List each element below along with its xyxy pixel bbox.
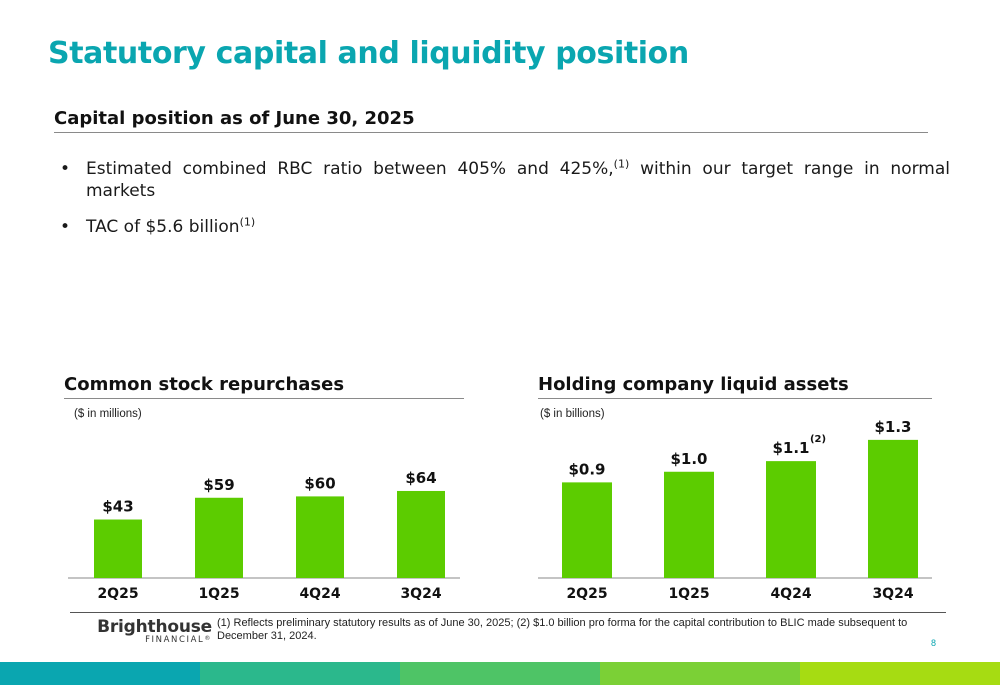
chart-title: Common stock repurchases: [64, 374, 464, 399]
bullet-text-after: within our target range in normal market…: [86, 159, 950, 201]
strip-segment: [0, 662, 200, 685]
bullet-text: Estimated combined RBC ratio between 405…: [86, 159, 614, 179]
bullet-item-rbc: • Estimated combined RBC ratio between 4…: [60, 158, 950, 202]
footnote: (1) Reflects preliminary statutory resul…: [217, 617, 908, 642]
bullet-text: TAC of $5.6 billion: [86, 217, 240, 237]
bar-value-label: $1.3: [874, 418, 911, 436]
category-label: 1Q25: [668, 586, 709, 602]
brighthouse-logo: Brighthouse FINANCIAL®: [82, 617, 212, 645]
bullet-marker: •: [60, 217, 71, 237]
bar-1q25: [664, 471, 714, 578]
section-heading-text: Capital position as of June 30, 2025: [54, 108, 415, 129]
category-label: 2Q25: [97, 586, 138, 602]
bullet-item-tac: • TAC of $5.6 billion(1): [60, 216, 950, 238]
category-label: 2Q25: [566, 586, 607, 602]
page-number: 8: [931, 638, 937, 648]
footer-divider: [70, 612, 946, 613]
bar-4q24: [296, 496, 344, 578]
logo-sub-text: FINANCIAL: [145, 635, 205, 645]
page-title: Statutory capital and liquidity position: [48, 36, 689, 71]
bar-2q25: [562, 482, 612, 578]
bar-value-label: $43: [102, 498, 133, 516]
bullet-marker: •: [60, 159, 71, 179]
category-label: 3Q24: [400, 586, 441, 602]
section-heading: Capital position as of June 30, 2025: [54, 108, 928, 133]
bar-chart-svg: $0.9 2Q25 $1.0 1Q25 $1.1 (2) 4Q24 $1.3 3Q24: [538, 418, 932, 602]
strip-segment: [400, 662, 600, 685]
chart-unit-note: ($ in billions): [540, 408, 605, 420]
bar-footnote-ref: (2): [810, 434, 826, 445]
category-label: 4Q24: [770, 586, 811, 602]
bar-value-label: $59: [203, 476, 234, 494]
chart-liquid-assets: Holding company liquid assets ($ in bill…: [538, 374, 932, 604]
bar-1q25: [195, 497, 243, 578]
bar-3q24: [868, 439, 918, 578]
footnote-ref: (1): [239, 215, 256, 229]
bar-value-label: $60: [304, 474, 335, 492]
chart-stock-repurchases: Common stock repurchases ($ in millions)…: [64, 374, 464, 604]
strip-segment: [600, 662, 800, 685]
strip-segment: [200, 662, 400, 685]
category-label: 3Q24: [872, 586, 913, 602]
bullet-list: • Estimated combined RBC ratio between 4…: [60, 158, 950, 252]
bar-value-label: $1.1: [772, 439, 809, 457]
logo-name: Brighthouse: [97, 617, 212, 637]
bar-value-label: $64: [405, 469, 436, 487]
chart-title: Holding company liquid assets: [538, 374, 932, 399]
bar-chart-svg: $43 2Q25 $59 1Q25 $60 4Q24 $64 3Q24: [68, 469, 460, 602]
brand-color-strip: [0, 662, 1000, 685]
chart-unit-note: ($ in millions): [74, 408, 142, 420]
bar-4q24: [766, 461, 816, 578]
bar-value-label: $1.0: [670, 450, 707, 468]
bar-2q25: [94, 519, 142, 578]
bar-value-label: $0.9: [568, 460, 605, 478]
logo-registered-mark: ®: [204, 635, 212, 642]
footnote-ref: (1): [613, 157, 630, 171]
bar-3q24: [397, 490, 445, 578]
strip-segment: [800, 662, 1000, 685]
logo-sub: FINANCIAL®: [82, 635, 212, 645]
category-label: 4Q24: [299, 586, 340, 602]
category-label: 1Q25: [198, 586, 239, 602]
